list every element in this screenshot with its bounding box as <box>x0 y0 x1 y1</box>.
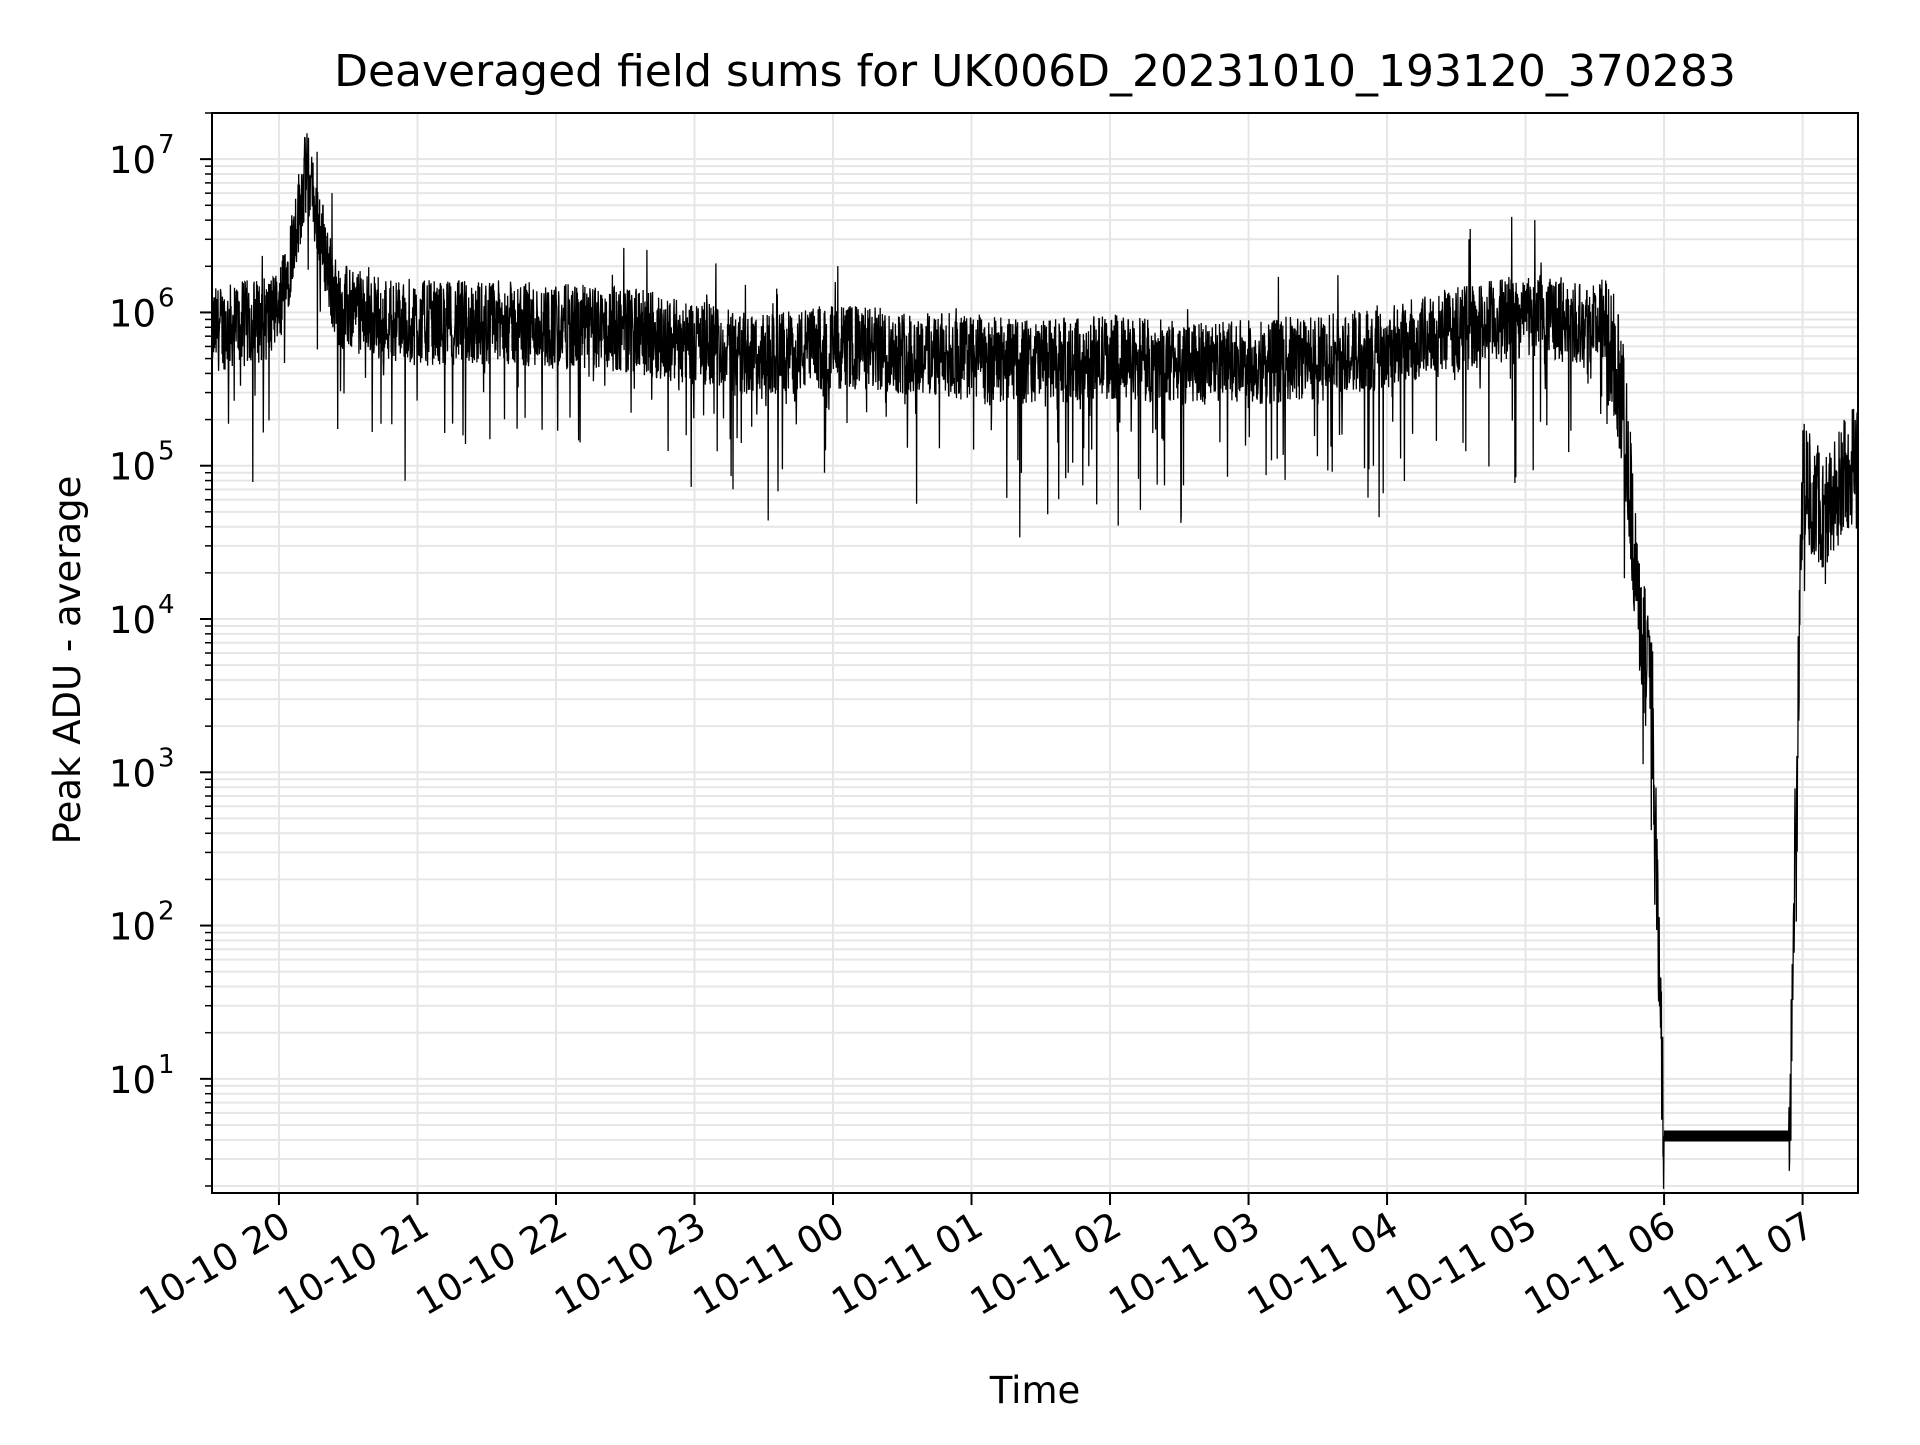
y-tick-label: 10 7 <box>109 130 175 182</box>
y-tick-label: 10 1 <box>109 1050 175 1102</box>
y-tick-base: 10 <box>109 906 156 949</box>
y-tick-base: 10 <box>109 292 156 335</box>
y-tick-label: 10 3 <box>109 743 175 795</box>
y-tick-label: 10 2 <box>109 897 175 949</box>
y-tick-base: 10 <box>109 139 156 182</box>
series-line <box>211 133 1859 1189</box>
y-axis-label: Peak ADU - average <box>46 476 89 845</box>
y-tick-exponent: 5 <box>158 437 175 467</box>
y-tick-exponent: 4 <box>158 590 175 620</box>
plot-area <box>211 133 1859 1189</box>
y-tick-exponent: 3 <box>158 743 175 773</box>
y-tick-base: 10 <box>109 752 156 795</box>
x-axis-label: Time <box>989 1369 1081 1412</box>
grid-lines <box>212 112 1858 1193</box>
y-tick-label: 10 4 <box>109 590 175 642</box>
y-tick-base: 10 <box>109 599 156 642</box>
y-tick-base: 10 <box>109 446 156 489</box>
y-tick-label: 10 6 <box>109 283 175 335</box>
y-tick-exponent: 1 <box>158 1050 175 1080</box>
y-tick-exponent: 2 <box>158 897 175 927</box>
y-tick-label: 10 5 <box>109 437 175 489</box>
y-tick-exponent: 6 <box>158 283 175 313</box>
y-tick-exponent: 7 <box>158 130 175 160</box>
chart-title: Deaveraged field sums for UK006D_2023101… <box>334 46 1736 97</box>
y-tick-base: 10 <box>109 1059 156 1102</box>
